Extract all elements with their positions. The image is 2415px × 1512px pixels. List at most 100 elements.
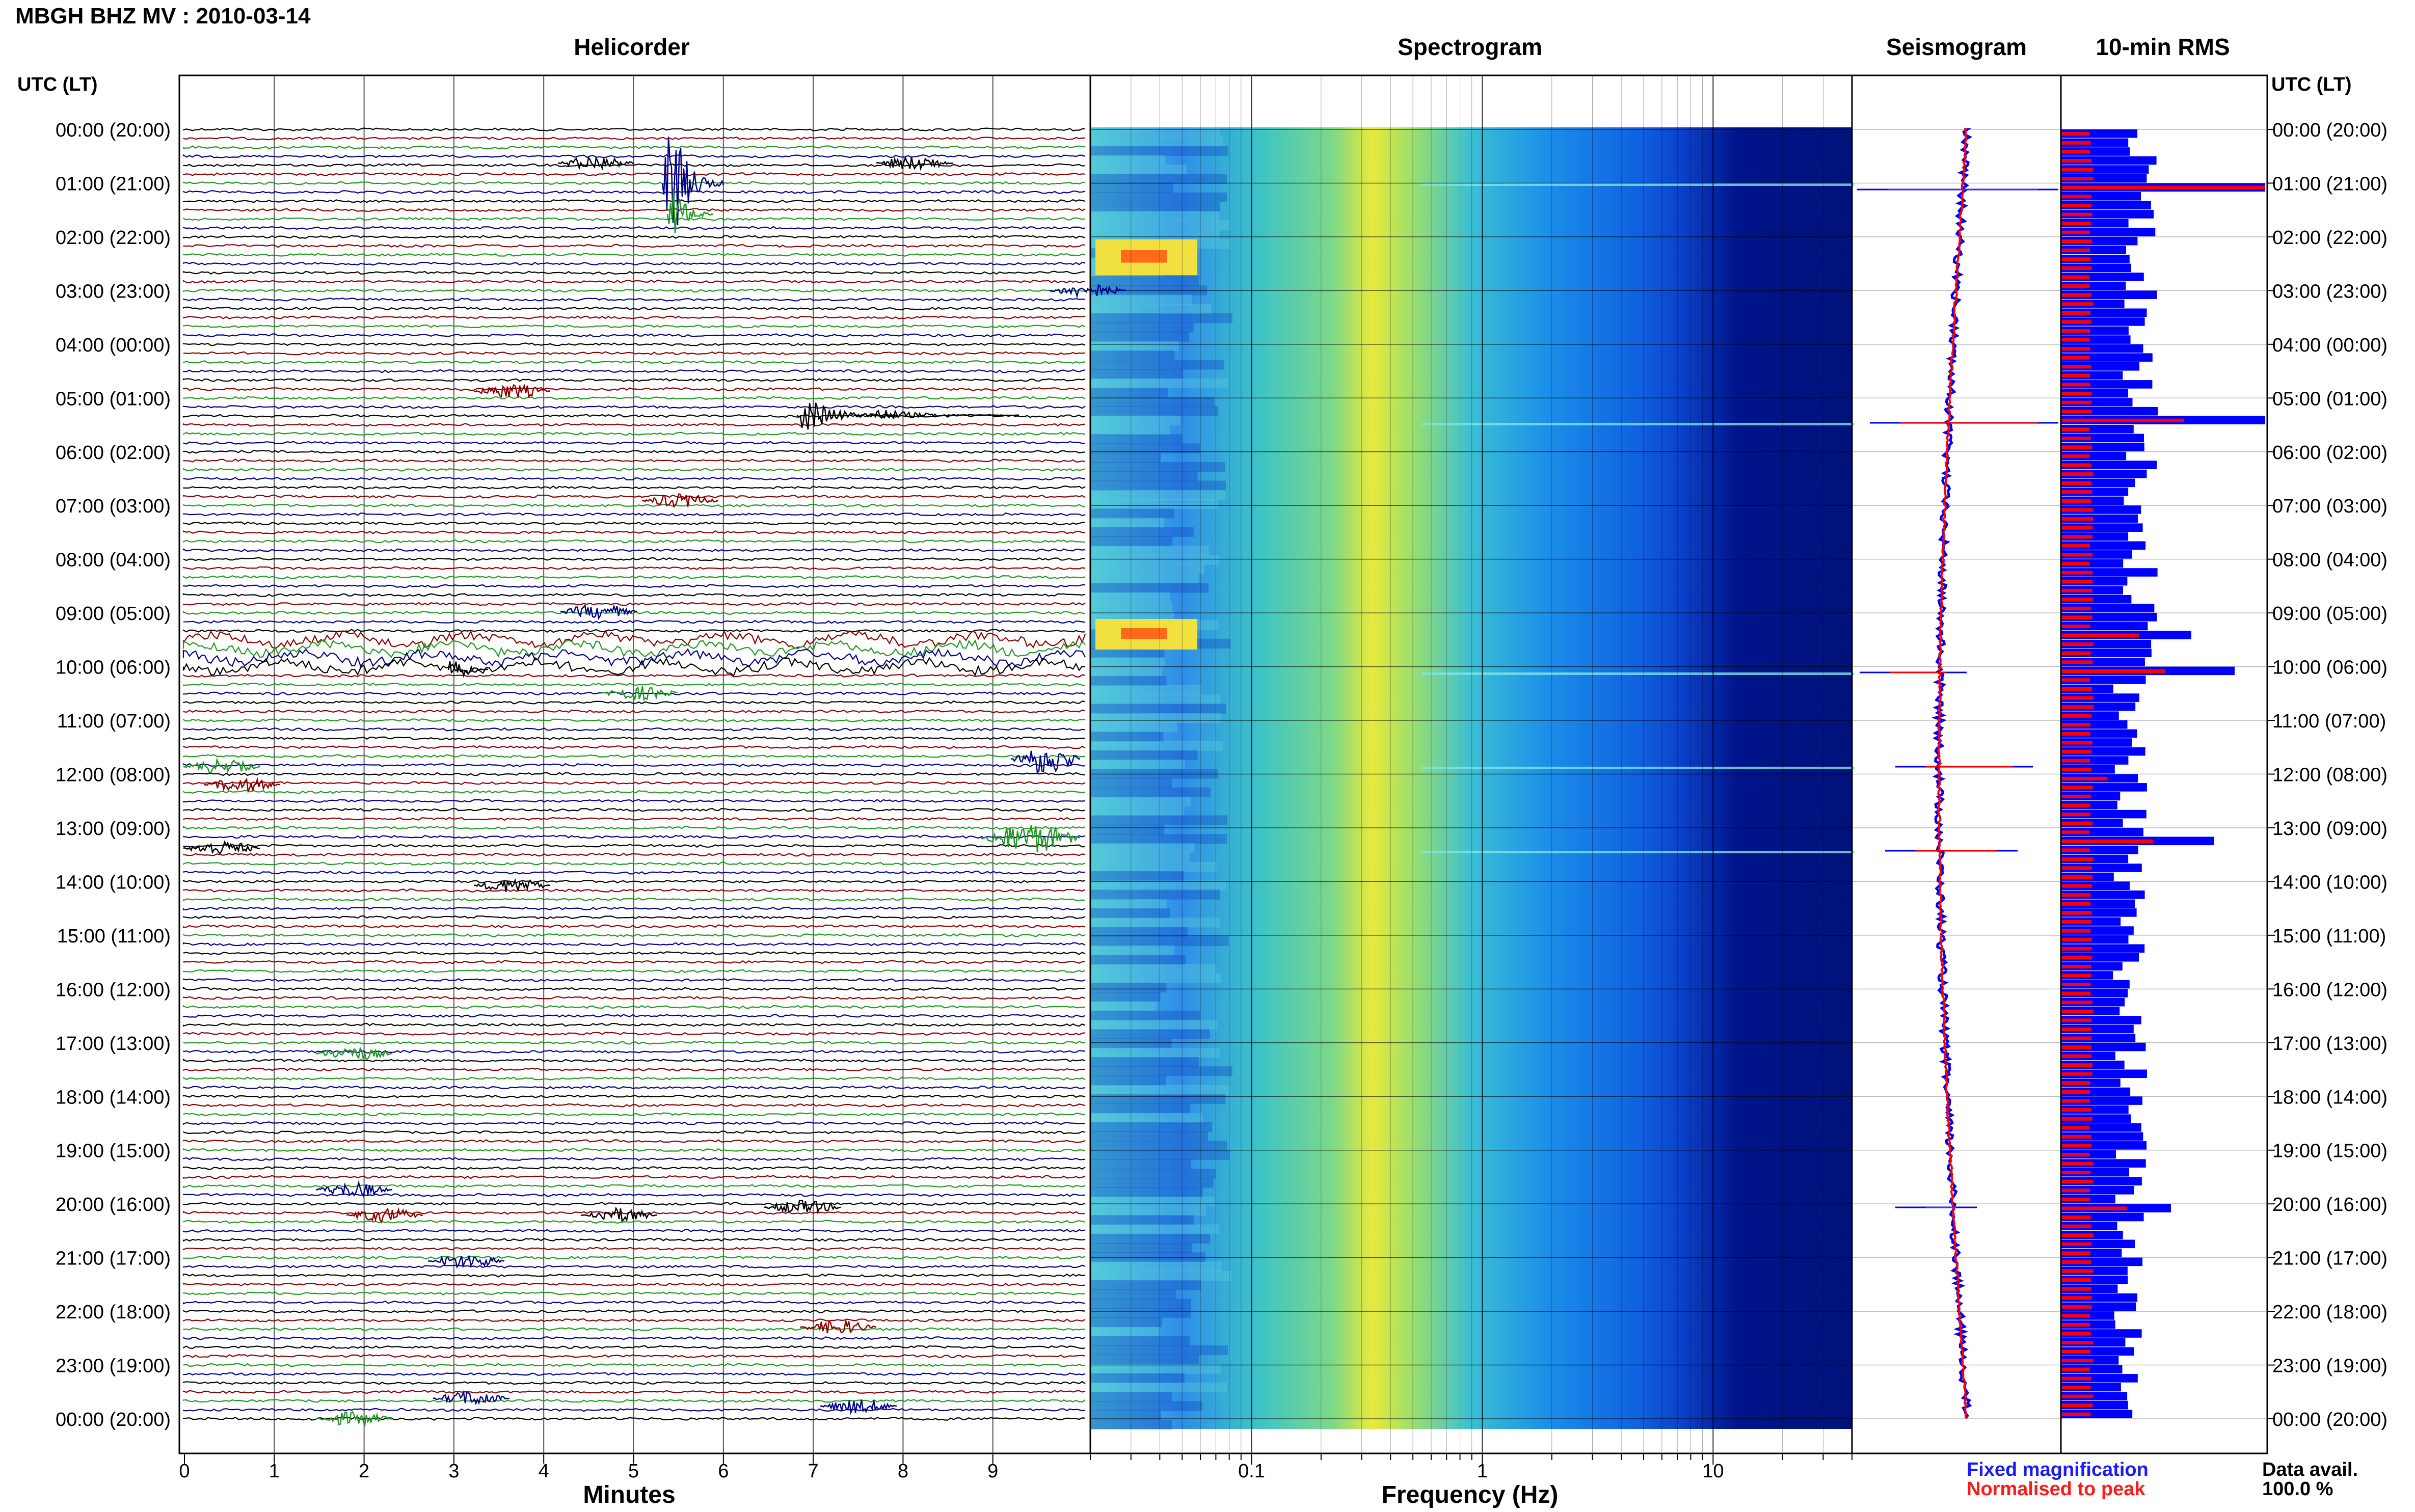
- rms-fixed-bar: [2061, 1105, 2129, 1114]
- rms-fixed-bar: [2061, 1212, 2144, 1222]
- spectrogram-stripe: [1090, 871, 1184, 881]
- helicorder-trace: [182, 190, 1086, 194]
- rms-fixed-bar: [2061, 434, 2144, 443]
- helicorder-event: [557, 155, 635, 171]
- right-time-label: 18:00 (14:00): [2272, 1087, 2387, 1108]
- spectrogram-stripe: [1090, 1243, 1192, 1253]
- helicorder-trace: [182, 1408, 1086, 1412]
- helicorder-trace: [182, 548, 1086, 552]
- spectrogram-stripe: [1090, 1169, 1216, 1179]
- helicorder-event: [183, 840, 260, 855]
- spectrogram-stripe: [1090, 1308, 1191, 1318]
- frequency-axis: 0.1 1 10: [1090, 1453, 1853, 1482]
- helicorder-trace: [182, 181, 1086, 185]
- right-time-label: 02:00 (22:00): [2272, 227, 2387, 249]
- rms-normalised-bar: [2061, 535, 2093, 539]
- helicorder-trace: [182, 825, 1086, 830]
- rms-fixed-bar: [2061, 1302, 2136, 1311]
- rms-normalised-bar: [2061, 526, 2093, 530]
- legend-normalised-to-peak: Normalised to peak: [1967, 1478, 2145, 1500]
- spectrogram-stripe: [1090, 927, 1188, 937]
- helicorder-trace: [182, 1049, 1086, 1054]
- rms-normalised-bar: [2061, 230, 2090, 234]
- rms-normalised-bar: [2061, 1126, 2090, 1130]
- helicorder-trace: [182, 494, 1086, 499]
- helicorder-trace: [182, 790, 1086, 794]
- rms-fixed-bar: [2061, 192, 2141, 201]
- rms-fixed-bar: [2061, 729, 2137, 738]
- helicorder-trace: [182, 1390, 1086, 1394]
- spectrogram-event-line: [1421, 851, 1855, 853]
- minute-tick-label: 7: [808, 1461, 819, 1482]
- helicorder-trace: [182, 154, 1086, 158]
- rms-fixed-bar: [2061, 1266, 2128, 1275]
- rms-normalised-bar: [2061, 410, 2092, 414]
- rms-normalised-bar: [2061, 929, 2090, 933]
- spectrogram-stripe: [1090, 388, 1168, 398]
- spectrogram-stripe: [1090, 1364, 1221, 1374]
- spectrogram-event-line: [1421, 672, 1855, 675]
- spectrogram-stripe: [1090, 341, 1179, 352]
- rms-normalised-bar: [2061, 1224, 2091, 1228]
- rms-fixed-bar: [2061, 496, 2124, 505]
- rms-fixed-bar: [2061, 1365, 2123, 1374]
- helicorder-trace: [182, 1166, 1086, 1170]
- helicorder-event: [315, 1046, 393, 1061]
- helicorder-grid: [274, 75, 994, 1453]
- rms-fixed-bar: [2061, 514, 2138, 523]
- helicorder-trace: [182, 1040, 1086, 1045]
- rms-fixed-bar: [2061, 1114, 2131, 1123]
- spectrogram-stripe: [1090, 304, 1212, 314]
- minute-tick-label: 3: [448, 1461, 459, 1482]
- helicorder-event: [433, 1390, 510, 1406]
- rms-normalised-bar: [2061, 839, 2153, 843]
- left-time-label: 13:00 (09:00): [56, 818, 171, 840]
- left-time-label: 19:00 (15:00): [56, 1141, 171, 1162]
- spectrogram-hotspot-core: [1121, 628, 1167, 639]
- helicorder-trace: [182, 163, 1086, 168]
- rms-fixed-bar: [2061, 783, 2147, 792]
- rms-normalised-bar: [2061, 1108, 2091, 1112]
- rms-normalised-bar: [2061, 768, 2091, 772]
- helicorder-trace: [182, 1148, 1086, 1152]
- rms-normalised-bar: [2061, 1036, 2092, 1040]
- helicorder-trace: [182, 431, 1086, 436]
- spectrogram-stripe: [1090, 397, 1215, 407]
- left-time-label: 00:00 (20:00): [56, 1409, 171, 1430]
- right-time-label: 00:00 (20:00): [2272, 120, 2387, 141]
- rms-frame: [2060, 74, 2268, 1454]
- spectrogram-stripe: [1090, 806, 1185, 816]
- rms-normalised-bar: [2061, 1144, 2091, 1148]
- spectrogram-stripe: [1090, 155, 1166, 166]
- helicorder-trace: [182, 924, 1086, 929]
- spectrogram-stripe: [1090, 202, 1220, 212]
- helicorder-trace: [182, 781, 1086, 785]
- spectrogram-stripe: [1090, 946, 1175, 956]
- rms-fixed-bar: [2061, 899, 2135, 908]
- rms-fixed-bar: [2061, 389, 2128, 398]
- helicorder-trace: [182, 539, 1086, 544]
- rms-normalised-bar: [2061, 580, 2093, 584]
- right-time-label: 16:00 (12:00): [2272, 979, 2387, 1001]
- rms-fixed-bar: [2061, 210, 2154, 219]
- helicorder-trace: [182, 799, 1086, 803]
- spectrogram-event-line: [1421, 183, 1855, 186]
- rms-fixed-bar: [2061, 1374, 2138, 1383]
- rms-normalised-bar: [2061, 678, 2090, 682]
- spectrogram-stripe: [1090, 722, 1177, 733]
- rms-fixed-bar: [2061, 1123, 2141, 1132]
- rms-normalised-bar: [2061, 794, 2091, 798]
- frequency-tick-label: 0.1: [1238, 1461, 1265, 1482]
- rms-fixed-bar: [2061, 1078, 2121, 1087]
- minute-tick-label: 4: [539, 1461, 549, 1482]
- legend-fixed-magnification: Fixed magnification: [1967, 1459, 2149, 1480]
- spectrogram-stripe: [1090, 1401, 1202, 1411]
- rms-normalised-bar: [2061, 1332, 2091, 1336]
- rms-normalised-bar: [2061, 168, 2093, 172]
- helicorder-trace: [182, 852, 1086, 857]
- rms-normalised-bar: [2061, 875, 2092, 879]
- rms-fixed-bar: [2061, 461, 2157, 469]
- helicorder-trace: [182, 1247, 1086, 1251]
- rms-fixed-bar: [2061, 201, 2151, 210]
- helicorder-event: [447, 661, 489, 678]
